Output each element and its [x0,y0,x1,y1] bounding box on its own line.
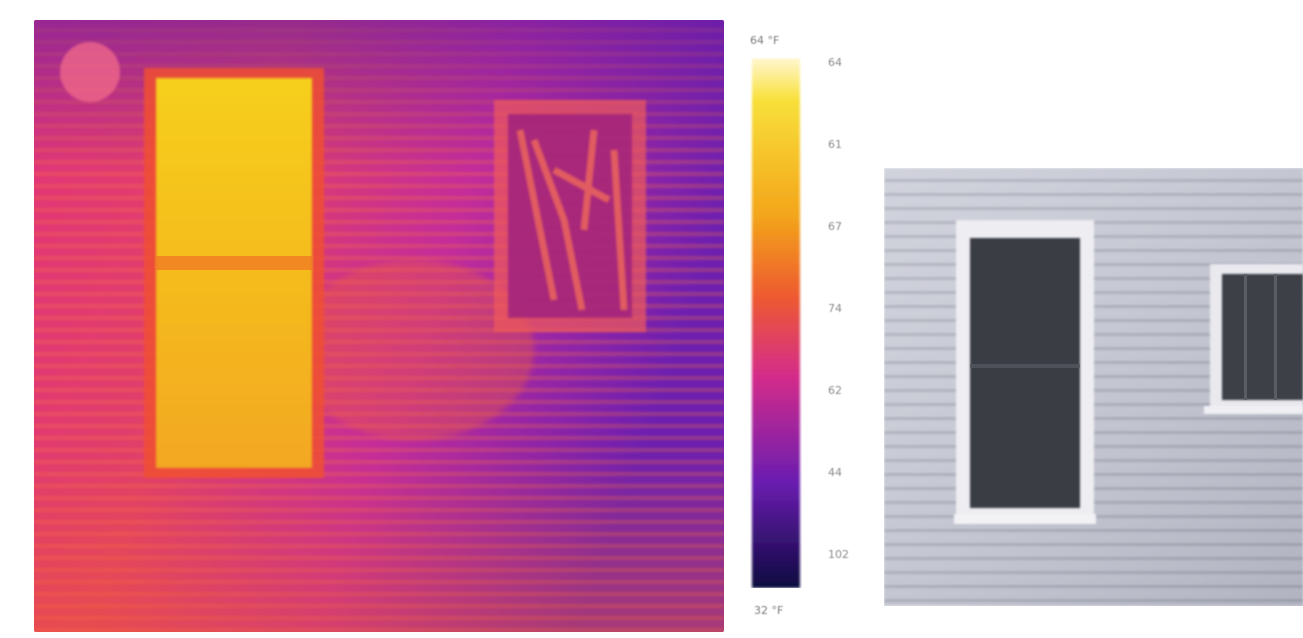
scale-tick-label: 67 [828,220,842,233]
scale-tick-label: 44 [828,466,842,479]
scale-tick-label: 61 [828,138,842,151]
color-scale-bar [752,58,800,588]
thermal-image [34,20,724,632]
scale-tick-label: 62 [828,384,842,397]
scale-bottom-label: 32 °F [754,604,784,617]
temperature-color-scale [750,50,802,595]
scale-tick-label: 74 [828,302,842,315]
house-siding-photo [884,168,1303,606]
scale-top-label: 64 °F [750,34,780,47]
scale-tick-label: 64 [828,56,842,69]
scale-tick-label: 102 [828,548,849,561]
